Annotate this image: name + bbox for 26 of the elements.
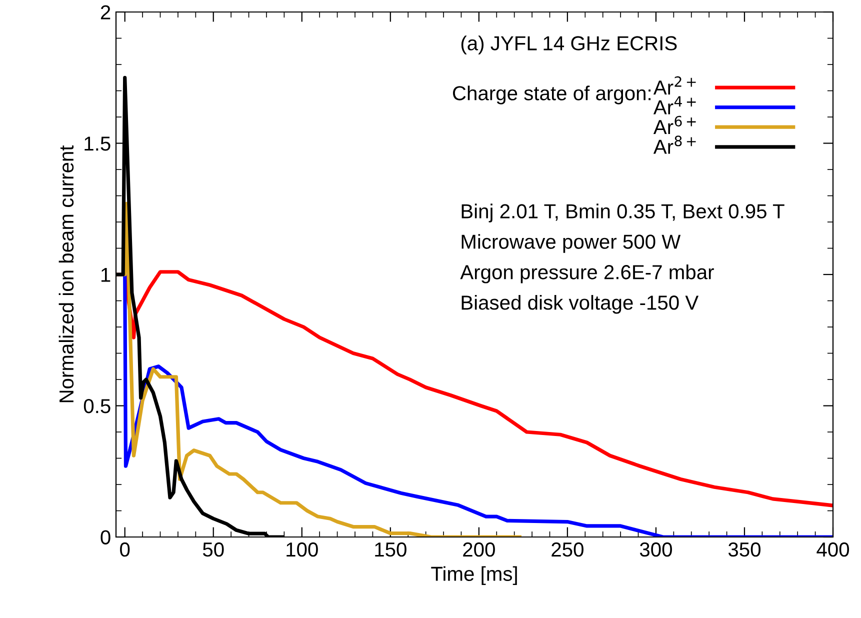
y-tick-label: 0.5 xyxy=(84,398,110,414)
x-tick-label: 250 xyxy=(552,542,584,557)
x-tick-label: 0 xyxy=(120,542,130,557)
x-tick-label: 350 xyxy=(728,542,760,557)
x-tick-label: 150 xyxy=(375,542,406,557)
x-tick-label: 100 xyxy=(286,542,318,557)
legend-label: Ar$^{8+}$ xyxy=(653,136,696,154)
annotation: Biased disk voltage -150 V xyxy=(462,294,699,314)
annotation: Argon pressure 2.6E-7 mbar xyxy=(460,264,714,284)
y-axis-title: Normalized ion beam current xyxy=(58,145,74,402)
x-tick-label: 400 xyxy=(816,542,850,557)
legend-title: Charge state of argon: xyxy=(452,86,651,104)
annotation: Microwave power 500 W xyxy=(462,234,681,253)
legend-label: Ar$^{6+}$ xyxy=(653,116,696,134)
y-tick-label: 2 xyxy=(100,5,110,20)
x-tick-label: 300 xyxy=(640,542,672,557)
annotation: Binj 2.01 T, Bmin 0.35 T, Bext 0.95 T xyxy=(462,204,784,222)
x-axis-title: Time [ms] xyxy=(431,566,517,585)
x-tick-label: 200 xyxy=(463,542,495,557)
legend-label: Ar$^{2+}$ xyxy=(653,76,696,94)
y-tick-label: 1.5 xyxy=(84,136,110,151)
legend-label: Ar$^{4+}$ xyxy=(653,96,696,114)
annotation: (a) JYFL 14 GHz ECRIS xyxy=(461,36,677,54)
y-tick-label: 0 xyxy=(100,530,110,544)
y-tick-label: 1 xyxy=(101,268,110,282)
x-tick-label: 50 xyxy=(202,542,224,557)
